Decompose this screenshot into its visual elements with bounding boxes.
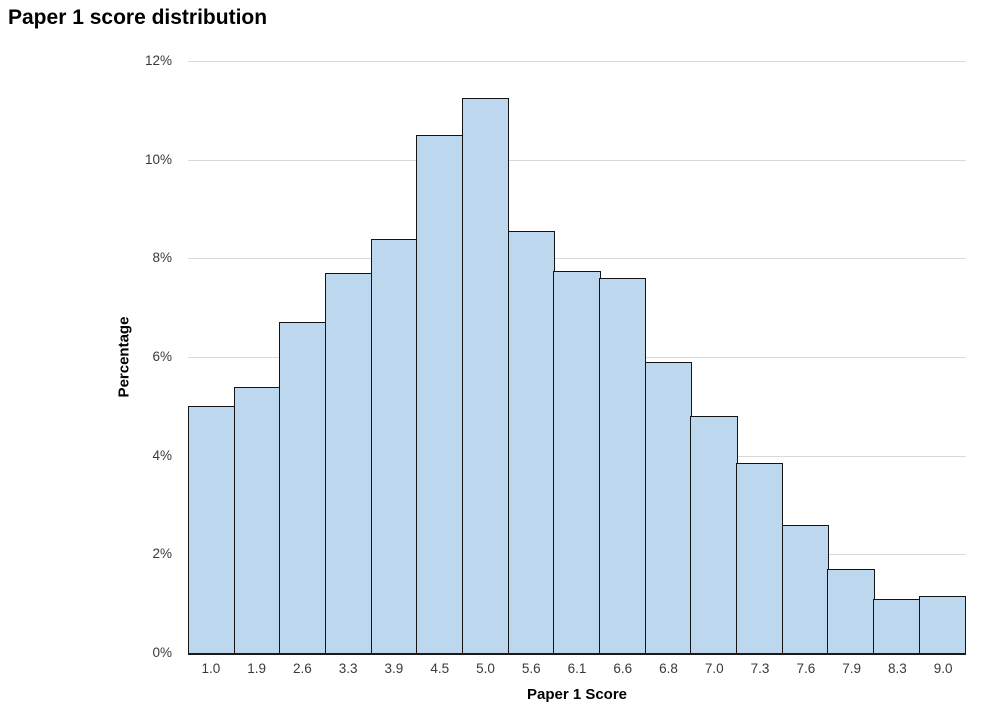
bar-7.0 — [690, 416, 738, 653]
bar-3.3 — [325, 273, 373, 653]
bar-5.0 — [462, 98, 510, 653]
bar-3.9 — [370, 238, 418, 653]
bar-9.0 — [918, 596, 966, 653]
x-tick-label: 6.8 — [659, 661, 678, 676]
x-tick-label: 6.1 — [567, 661, 587, 676]
x-tick-label: 7.9 — [842, 661, 861, 676]
bar-4.5 — [416, 135, 464, 653]
bar-6.8 — [644, 361, 692, 653]
y-tick-label: 8% — [152, 250, 172, 266]
x-tick-label: 7.6 — [796, 661, 816, 676]
x-tick-label: 3.3 — [338, 661, 358, 676]
x-tick-label: 1.0 — [201, 661, 221, 676]
bar-7.6 — [781, 524, 829, 653]
x-tick-label: 7.3 — [750, 661, 770, 676]
bar-8.3 — [873, 598, 921, 653]
plot-area: 0% 2% 4% 6% 8% 10% 12% Percentage — [116, 54, 966, 660]
gridline — [188, 159, 966, 161]
bar-6.6 — [599, 278, 647, 653]
y-axis-title: Percentage — [115, 316, 133, 398]
bar-7.3 — [736, 463, 784, 653]
y-tick-label: 12% — [144, 53, 172, 68]
bar-2.6 — [279, 322, 327, 653]
x-tick-label: 2.6 — [293, 661, 312, 676]
gridline — [188, 258, 966, 260]
chart-title: Paper 1 score distribution — [8, 6, 268, 29]
x-tick-label: 9.0 — [933, 661, 953, 676]
x-tick-label: 6.6 — [613, 661, 633, 676]
x-tick-label: 5.0 — [476, 661, 495, 676]
y-tick-label: 10% — [144, 151, 172, 167]
y-tick-label: 0% — [152, 645, 172, 660]
x-axis-tick-labels: 1.0 1.9 2.6 3.3 3.9 4.5 5.0 5.6 6.1 6.6 6.8 7.0 7.3 7… — [188, 661, 966, 676]
bar-5.6 — [507, 231, 555, 653]
y-tick-label: 6% — [152, 349, 172, 364]
bar-7.9 — [827, 569, 875, 653]
x-tick-label: 8.3 — [887, 661, 907, 676]
x-axis-title: Paper 1 Score — [526, 686, 628, 703]
x-tick-label: 7.0 — [704, 661, 724, 676]
x-tick-label: 5.6 — [521, 661, 541, 676]
x-tick-label: 4.5 — [430, 661, 450, 676]
y-tick-label: 4% — [152, 447, 172, 463]
bar-1.0 — [188, 406, 236, 653]
bar-6.1 — [553, 270, 601, 653]
x-tick-label: 3.9 — [384, 661, 404, 676]
y-tick-label: 2% — [152, 546, 172, 562]
bars-layer — [188, 61, 966, 653]
gridline — [188, 61, 966, 62]
bar-1.9 — [233, 386, 281, 653]
x-tick-label: 1.9 — [247, 661, 267, 676]
